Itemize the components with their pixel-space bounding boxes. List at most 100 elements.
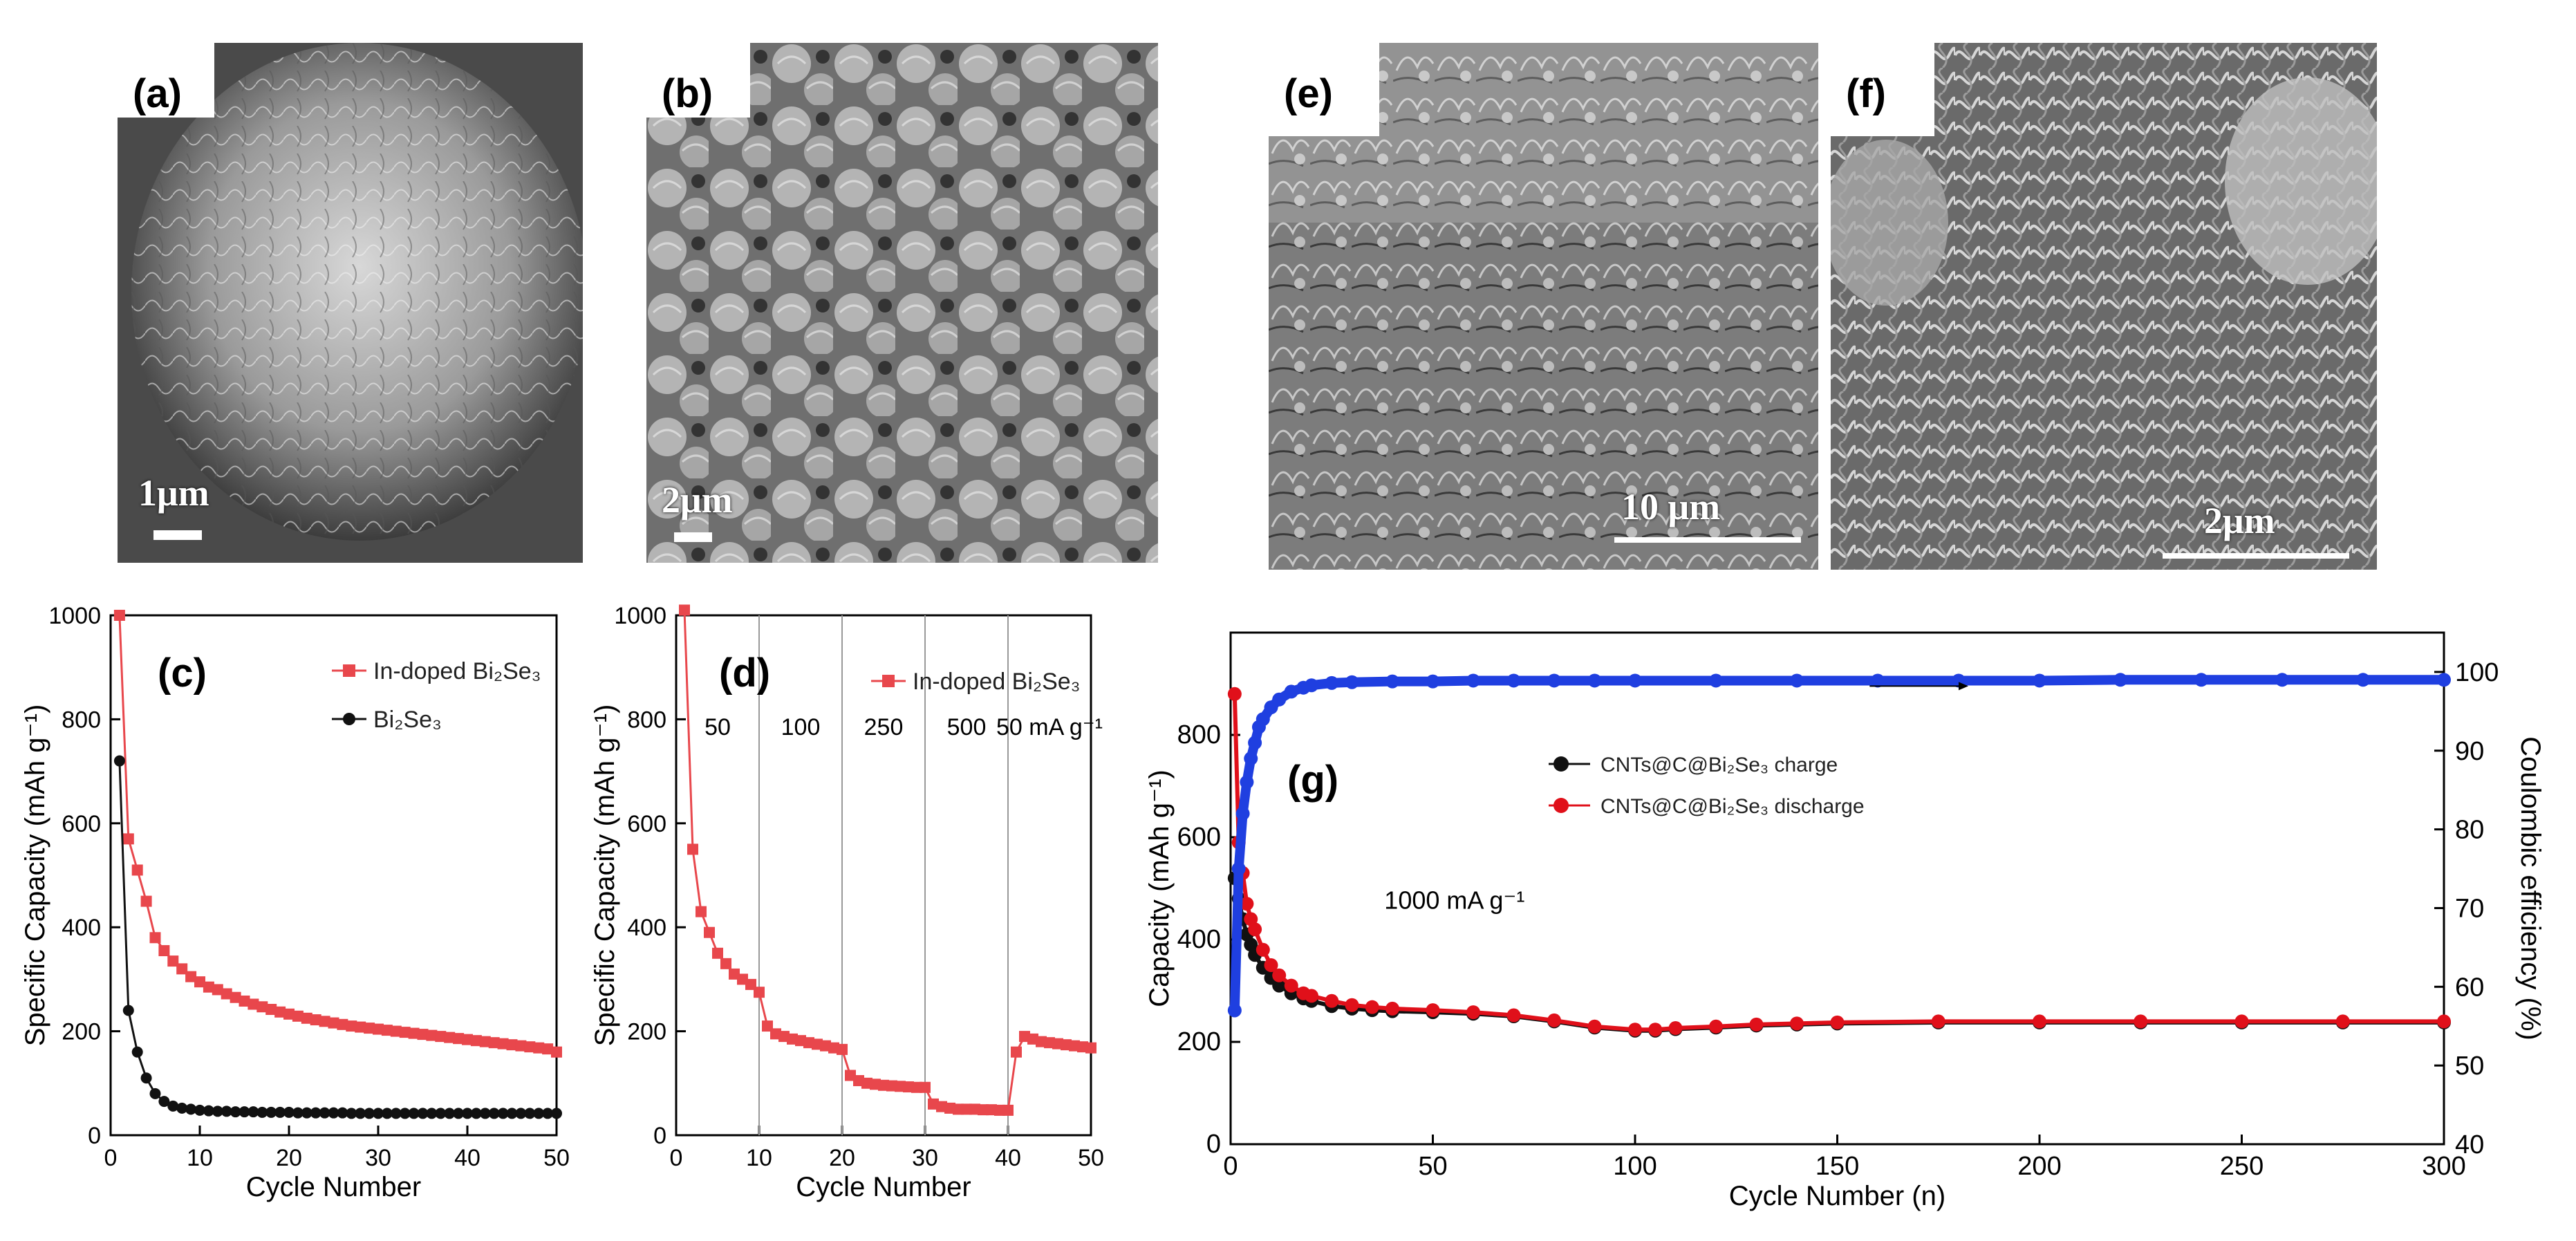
data-point [399,1108,411,1119]
data-point [346,1020,357,1032]
data-point [292,1010,304,1022]
data-point [131,864,143,876]
sem-texture-b [646,43,1158,563]
x-axis-label: Cycle Number [796,1172,971,1202]
data-point [149,1088,161,1099]
x-tick-label: 40 [454,1145,480,1171]
data-point [720,958,731,969]
data-point [364,1023,375,1034]
y-right-axis-label: Coulombic efficiency (%) [2515,736,2546,1040]
scale-label-b: 2μm [662,479,733,521]
y-axis-label: Specific Capacity (mAh g⁻¹) [20,705,50,1047]
x-tick-label: 50 [1078,1145,1104,1171]
data-point [696,906,707,917]
panel-label-e: (e) [1269,43,1379,136]
data-point [122,833,134,845]
x-tick-label: 40 [995,1145,1021,1171]
data-point [712,947,723,959]
y-tick-label: 0 [88,1123,101,1149]
rate-label: 250 [864,714,904,740]
data-point [426,1029,438,1041]
data-point [1011,1046,1022,1058]
data-point [920,1081,931,1093]
data-point [283,1008,295,1020]
data-point [265,1106,277,1118]
data-point [301,1107,312,1119]
axis-arrow-head [1959,682,1968,691]
data-point [328,1107,339,1119]
y-right-tick-label: 70 [2455,894,2484,923]
x-axis-label: Cycle Number [246,1172,421,1202]
scale-bar-f [2163,553,2349,559]
data-point [470,1108,482,1119]
y-right-tick-label: 60 [2455,973,2484,1002]
data-point [256,1001,268,1013]
data-point [239,1106,250,1118]
scale-bar-e [1614,537,1801,543]
panel-label-b: (b) [646,43,750,118]
data-point [292,1107,304,1119]
data-point [301,1012,312,1024]
data-point [149,932,161,944]
data-point [506,1108,518,1119]
y-tick-label: 800 [1177,720,1221,749]
x-tick-label: 0 [670,1145,683,1171]
data-point [453,1033,465,1045]
data-point [417,1029,429,1041]
data-point [194,976,205,988]
x-tick-label: 150 [1816,1152,1859,1181]
data-point [113,755,125,767]
y-tick-label: 0 [653,1123,666,1149]
data-point [444,1108,456,1119]
y-tick-label: 200 [627,1019,666,1045]
rate-label: 100 [781,714,821,740]
legend-label-1: Bi₂Se₃ [373,707,442,733]
y-tick-label: 1000 [614,603,666,629]
data-point [390,1025,402,1037]
data-point [328,1017,339,1029]
data-point [167,955,179,967]
y-tick-label: 400 [62,915,101,941]
y-axis-label: Specific Capacity (mAh g⁻¹) [590,705,620,1047]
panel-label-d: (d) [719,651,771,696]
data-point [837,1043,848,1055]
x-tick-label: 50 [543,1145,570,1171]
data-point [488,1108,500,1119]
data-point [1002,1104,1014,1116]
data-point [230,1106,241,1118]
sem-image-a: 1μm [118,43,583,563]
data-point [497,1038,509,1049]
sem-image-b: 2μm [646,43,1158,563]
data-point [140,895,152,907]
y-right-tick-label: 90 [2455,737,2484,766]
x-tick-label: 30 [365,1145,391,1171]
data-point [426,1108,438,1119]
data-point [551,1046,562,1058]
legend-marker-0 [882,675,895,687]
y-right-tick-label: 40 [2455,1130,2484,1159]
rate-label: 50 mA g⁻¹ [996,714,1103,740]
data-point [444,1032,456,1043]
data-point [390,1108,402,1119]
rate-label: 50 [704,714,731,740]
data-point [131,1046,143,1058]
x-tick-label: 100 [1613,1152,1656,1181]
panel-label-c: (c) [158,651,207,696]
legend-marker-1 [1553,798,1569,813]
data-point [408,1027,420,1039]
y-tick-label: 800 [62,707,101,733]
plot-frame [675,614,1092,1137]
x-tick-label: 20 [276,1145,302,1171]
y-tick-label: 1000 [48,603,101,629]
data-point [203,981,214,993]
x-tick-label: 50 [1418,1152,1447,1181]
data-point [230,991,241,1003]
data-point [364,1108,375,1119]
data-point [381,1025,393,1036]
sem-texture-a [118,43,583,563]
data-point [1227,687,1242,701]
data-point [355,1021,366,1033]
x-tick-label: 30 [912,1145,938,1171]
y-tick-label: 600 [62,811,101,837]
